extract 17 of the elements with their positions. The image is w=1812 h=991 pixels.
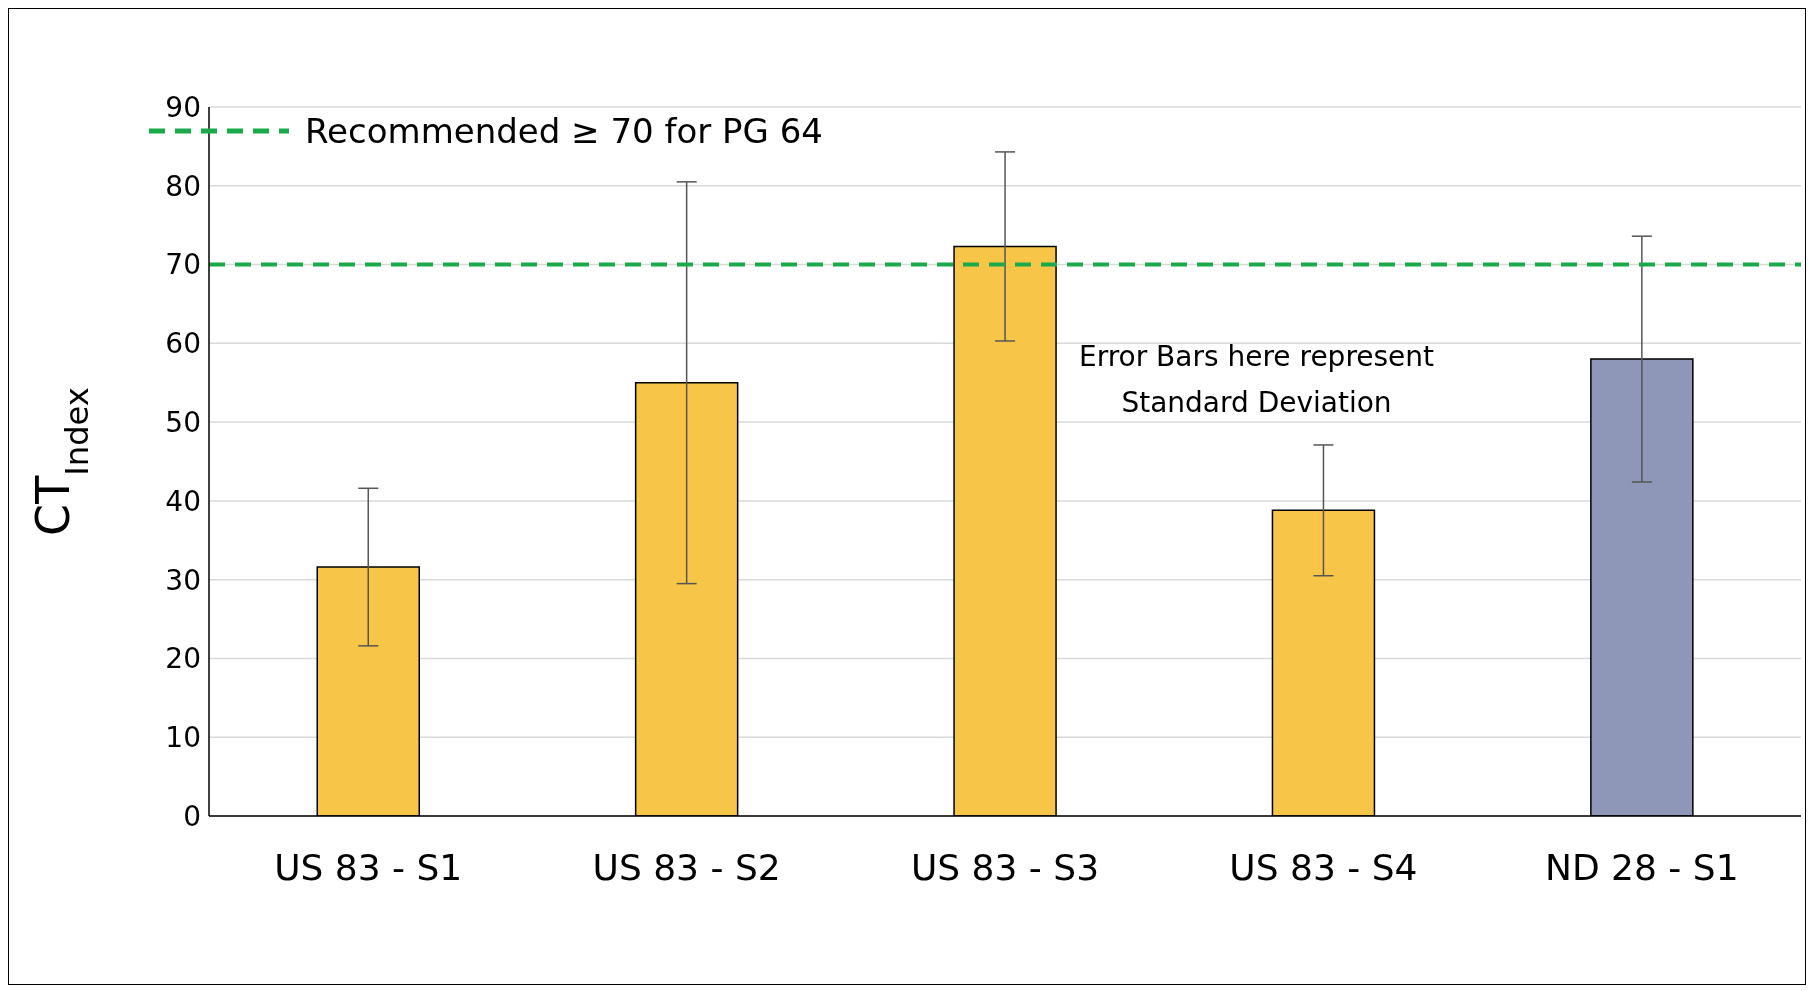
y-tick-label: 30 <box>165 563 201 597</box>
x-tick-label: ND 28 - S1 <box>1545 846 1739 888</box>
x-tick-label: US 83 - S2 <box>592 846 781 888</box>
y-tick-label: 0 <box>183 799 201 833</box>
x-tick-label: US 83 - S3 <box>910 846 1100 888</box>
y-tick-label: 50 <box>165 406 201 440</box>
y-tick-label: 10 <box>165 721 201 755</box>
y-tick-label: 70 <box>165 248 201 282</box>
annotation: Error Bars here represent Standard Deviation <box>1077 339 1436 421</box>
legend-label: Recommended ≥ 70 for PG 64 <box>305 111 823 151</box>
y-tick-label: 80 <box>165 169 201 203</box>
x-tick-label: US 83 - S4 <box>1229 846 1418 888</box>
y-tick-label: 60 <box>165 327 201 361</box>
y-tick-label: 40 <box>165 484 201 518</box>
x-tick-label: US 83 - S1 <box>274 846 463 888</box>
y-tick-label: 20 <box>165 642 201 676</box>
y-tick-label: 90 <box>165 90 201 124</box>
